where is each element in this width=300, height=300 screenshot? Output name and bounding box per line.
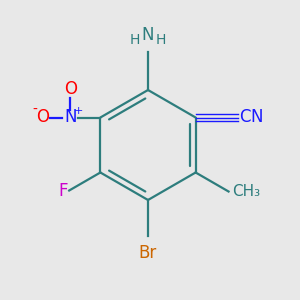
Text: N: N [250, 109, 263, 127]
Text: O: O [64, 80, 77, 98]
Text: F: F [58, 182, 68, 200]
Text: C: C [238, 109, 250, 127]
Text: CH₃: CH₃ [232, 184, 261, 199]
Text: N: N [142, 26, 154, 44]
Text: -: - [32, 103, 37, 116]
Text: +: + [74, 106, 83, 116]
Text: H: H [156, 33, 166, 47]
Text: O: O [36, 109, 49, 127]
Text: Br: Br [139, 244, 157, 262]
Text: H: H [130, 33, 140, 47]
Text: N: N [64, 109, 76, 127]
